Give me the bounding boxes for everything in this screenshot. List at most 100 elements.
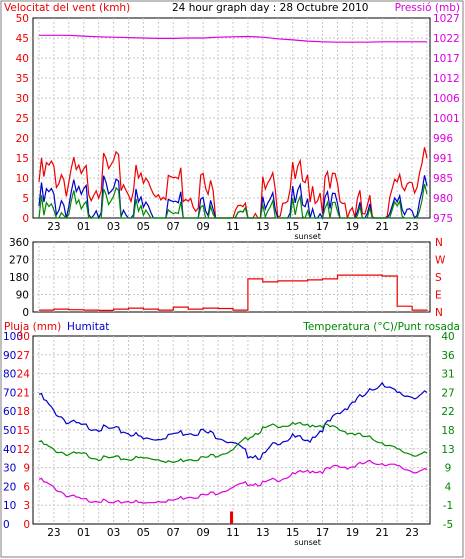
direction-degree-tick-label: 180 xyxy=(9,272,29,284)
temperature-tick-label: -5 xyxy=(443,519,453,531)
temperature-tick-label: 31 xyxy=(441,369,454,381)
humidity-tick-label: 90 xyxy=(3,350,16,362)
wind-speed-tick-label: 50 xyxy=(16,13,29,25)
time-tick-label: 19 xyxy=(346,221,359,233)
direction-degree-tick-label: 90 xyxy=(16,290,29,302)
pressure-tick-label: 1012 xyxy=(433,73,460,85)
time-tick-label: 17 xyxy=(316,527,329,539)
rain-tick-label: 12 xyxy=(17,444,30,456)
direction-compass-tick-label: W xyxy=(435,255,446,267)
wind-speed-tick-label: 35 xyxy=(16,73,29,85)
time-tick-label: 11 xyxy=(226,221,239,233)
rain-tick-label: 3 xyxy=(23,500,30,512)
wind-pressure-series-green xyxy=(38,183,428,220)
rain-tick-label: 30 xyxy=(17,331,30,343)
time-tick-label: 13 xyxy=(256,221,269,233)
wind-speed-tick-label: 40 xyxy=(16,53,29,65)
wind-speed-tick-label: 0 xyxy=(22,213,29,225)
rain-tick-label: 15 xyxy=(17,425,30,437)
rain-tick-label: 9 xyxy=(23,463,30,475)
rain-tick-label: 18 xyxy=(17,406,30,418)
temperature-tick-label: 13 xyxy=(441,444,454,456)
pressure-tick-label: 1022 xyxy=(433,33,460,45)
pressure-tick-label: 991 xyxy=(433,153,453,165)
time-tick-label: 03 xyxy=(107,527,120,539)
time-tick-label: 07 xyxy=(167,527,180,539)
time-tick-label: 21 xyxy=(376,527,389,539)
pressure-tick-label: 1006 xyxy=(433,93,460,105)
humidity-tick-label: 80 xyxy=(3,369,16,381)
temperature-tick-label: 27 xyxy=(441,387,454,399)
humidity-tick-label: 100 xyxy=(3,331,23,343)
humidity-tick-label: 50 xyxy=(3,425,16,437)
wind-speed-tick-label: 5 xyxy=(22,193,29,205)
humidity-tick-label: 60 xyxy=(3,406,16,418)
pressure-tick-label: 985 xyxy=(433,173,453,185)
temperature-tick-label: 18 xyxy=(441,425,454,437)
time-tick-label: 23 xyxy=(405,221,418,233)
time-tick-label: 07 xyxy=(167,221,180,233)
time-tick-label: 03 xyxy=(107,221,120,233)
humidity-axis-label: Humitat xyxy=(67,321,109,333)
direction-compass-tick-label: E xyxy=(435,290,442,302)
direction-degree-tick-label: 270 xyxy=(9,255,29,267)
sunset-label: sunset xyxy=(294,538,321,547)
time-tick-label: 23 xyxy=(47,527,60,539)
time-tick-label: 05 xyxy=(137,221,150,233)
chart-title: 24 hour graph day : 28 Octubre 2010 xyxy=(172,2,368,14)
panels: 0510152025303540455097598098599199610011… xyxy=(3,13,460,547)
rain-tick-label: 0 xyxy=(23,519,30,531)
time-tick-label: 01 xyxy=(77,221,90,233)
wind-speed-tick-label: 15 xyxy=(16,153,29,165)
humidity-tick-label: 10 xyxy=(3,500,16,512)
time-tick-label: 13 xyxy=(256,527,269,539)
time-tick-label: 19 xyxy=(346,527,359,539)
pressure-tick-label: 1017 xyxy=(433,53,460,65)
direction-degree-tick-label: 360 xyxy=(9,237,29,249)
wind-pressure-series-magenta xyxy=(39,34,427,43)
wind-speed-tick-label: 20 xyxy=(16,133,29,145)
temperature-tick-label: 36 xyxy=(441,350,455,362)
time-tick-label: 05 xyxy=(137,527,150,539)
series-humitat xyxy=(38,381,428,460)
wind-speed-axis-label: Velocitat del vent (kmh) xyxy=(4,2,130,14)
time-tick-label: 09 xyxy=(196,221,209,233)
time-tick-label: 15 xyxy=(286,221,299,233)
direction-compass-tick-label: S xyxy=(435,272,442,284)
wind-speed-tick-label: 25 xyxy=(16,113,29,125)
wind-speed-tick-label: 10 xyxy=(16,173,29,185)
pressure-tick-label: 996 xyxy=(433,133,453,145)
humidity-tick-label: 20 xyxy=(3,481,16,493)
temperature-tick-label: 9 xyxy=(445,463,452,475)
pressure-tick-label: 980 xyxy=(433,193,453,205)
humidity-tick-label: 0 xyxy=(3,519,10,531)
rain-tick-label: 6 xyxy=(23,481,30,493)
rain-axis-label: Pluja (mm) xyxy=(4,321,61,333)
series-punt-rosada xyxy=(38,459,428,504)
rain-tick-label: 21 xyxy=(17,387,30,399)
humidity-tick-label: 70 xyxy=(3,387,16,399)
temperature-tick-label: 4 xyxy=(445,481,452,493)
temperature-tick-label: 40 xyxy=(441,331,454,343)
temperature-tick-label: -1 xyxy=(443,500,453,512)
pressure-tick-label: 975 xyxy=(433,213,453,225)
series-temperatura---c- xyxy=(38,421,428,464)
wind-speed-tick-label: 30 xyxy=(16,93,29,105)
temperature-tick-label: 22 xyxy=(441,406,454,418)
time-tick-label: 11 xyxy=(226,527,239,539)
direction-compass-tick-label: N xyxy=(435,307,443,319)
pressure-tick-label: 1001 xyxy=(433,113,460,125)
wind-direction-series xyxy=(39,274,428,311)
humidity-tick-label: 40 xyxy=(3,444,16,456)
rain-tick-label: 24 xyxy=(17,369,31,381)
time-tick-label: 17 xyxy=(316,221,329,233)
temperature-axis-label: Temperatura (°C)/Punt rosada xyxy=(302,321,460,333)
wind-speed-tick-label: 45 xyxy=(16,33,29,45)
pressure-axis-label: Pressió (mb) xyxy=(395,2,460,14)
time-tick-label: 23 xyxy=(405,527,418,539)
time-tick-label: 15 xyxy=(286,527,299,539)
direction-compass-tick-label: N xyxy=(435,237,443,249)
sunset-label: sunset xyxy=(294,232,321,241)
